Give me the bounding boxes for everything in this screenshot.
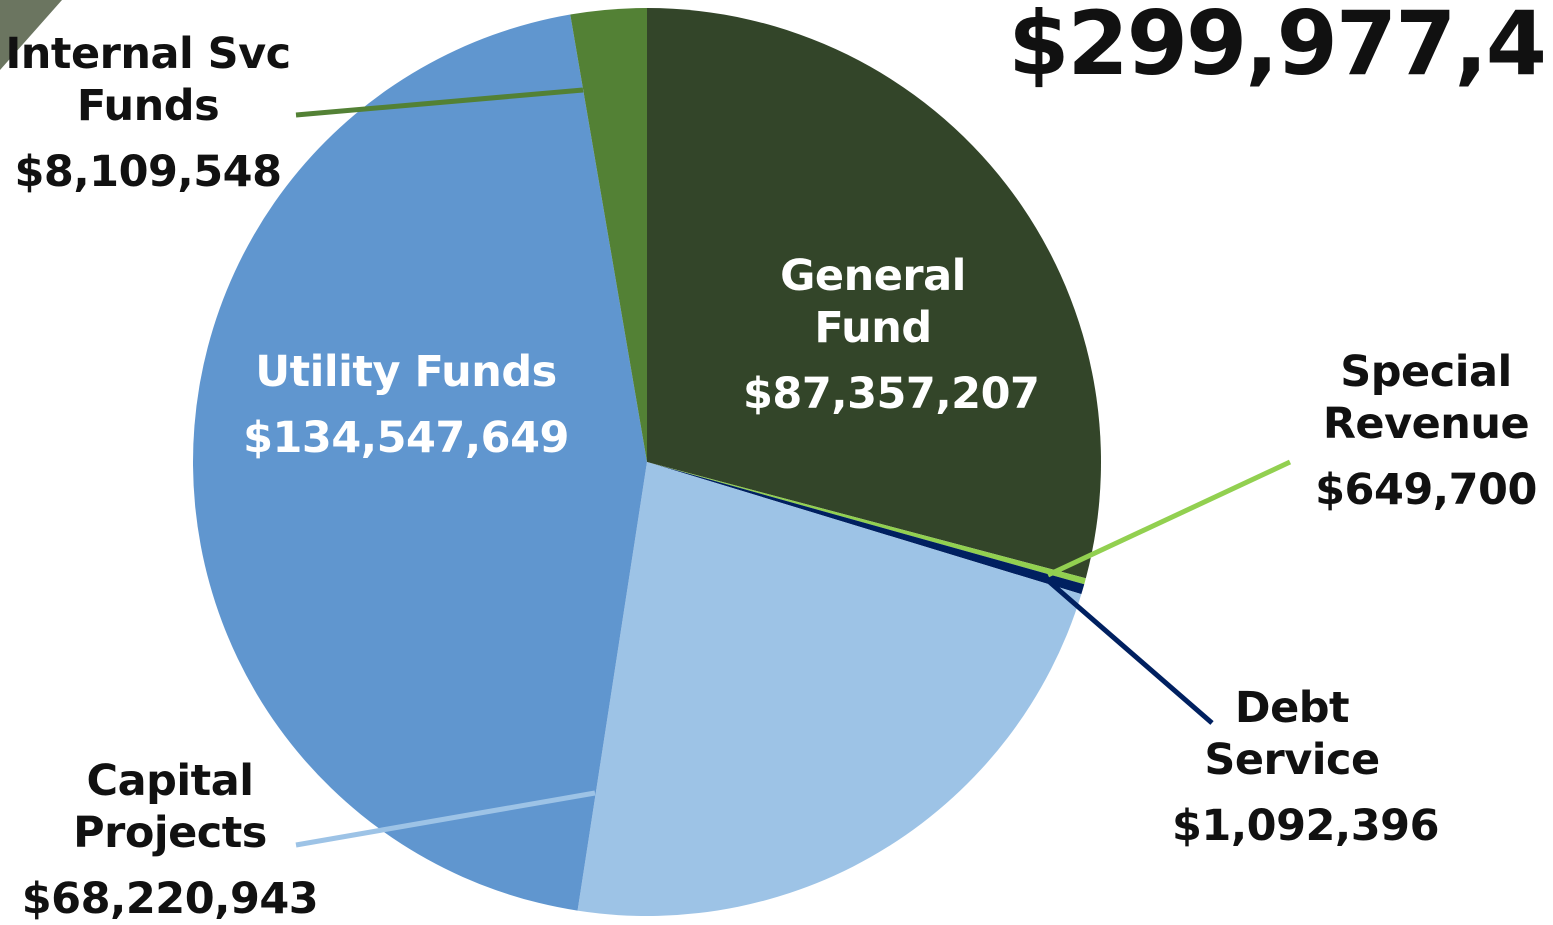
slice-label: Debt Service $1,092,396 — [1172, 682, 1440, 852]
category-name: Utility Funds — [255, 347, 557, 397]
slice-label: Special Revenue $649,700 — [1306, 346, 1546, 516]
slice-label: General Fund $87,357,207 — [743, 250, 1040, 420]
slice-label: Utility Funds $134,547,649 — [236, 346, 576, 464]
pie-slice — [193, 14, 647, 911]
value-label: $8,109,548 — [14, 147, 282, 197]
corner-decoration — [0, 0, 62, 70]
category-name: Internal Svc Funds — [5, 29, 291, 131]
pie-slice — [647, 462, 1086, 585]
value-label: $87,357,207 — [743, 369, 1040, 419]
leader-line — [295, 87, 584, 118]
value-label: $134,547,649 — [243, 413, 569, 463]
leader-line — [1043, 576, 1214, 725]
category-name: Special Revenue — [1322, 347, 1530, 449]
slice-label: Internal Svc Funds $8,109,548 — [3, 28, 293, 198]
category-name: Debt Service — [1204, 683, 1380, 785]
leader-line — [295, 790, 596, 848]
category-name: General Fund — [780, 251, 966, 353]
value-label: $68,220,943 — [21, 874, 319, 924]
leader-line — [1046, 459, 1292, 578]
value-label: $1,092,396 — [1172, 801, 1440, 851]
slice-label: Capital Projects $68,220,943 — [20, 755, 320, 925]
pie-slice — [570, 8, 647, 462]
chart-title: $299,977,4 — [1008, 0, 1547, 95]
pie-slice — [577, 462, 1082, 916]
value-label: $649,700 — [1315, 465, 1537, 515]
pie-slice — [647, 8, 1101, 579]
category-name: Capital Projects — [73, 756, 267, 858]
pie-slice — [647, 462, 1085, 595]
